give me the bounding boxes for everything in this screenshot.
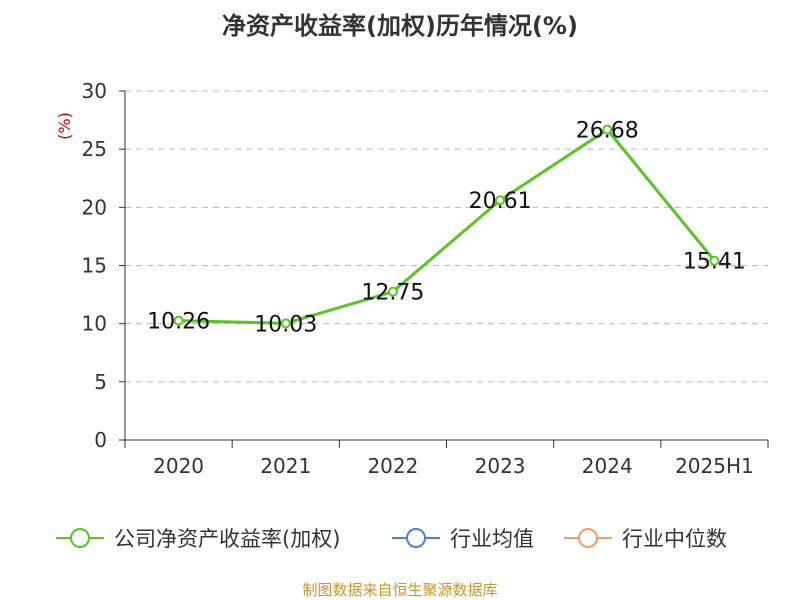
y-tick-label: 0: [94, 428, 107, 452]
x-tick-label: 2025H1: [675, 454, 754, 478]
x-tick-label: 2021: [260, 454, 311, 478]
y-tick-label: 20: [82, 195, 107, 219]
data-label: 26.68: [576, 119, 639, 144]
y-tick-label: 25: [82, 137, 107, 161]
data-label: 12.75: [361, 281, 424, 306]
y-tick-label: 10: [82, 312, 107, 336]
legend-circle: [70, 528, 90, 548]
line-circle-icon: [564, 528, 612, 548]
y-tick-label: 15: [82, 254, 107, 278]
data-point: [495, 195, 506, 206]
legend-label-industry-median: 行业中位数: [622, 527, 727, 551]
legend-item-industry-median[interactable]: 行业中位数: [564, 520, 727, 556]
y-tick-label: 30: [82, 79, 107, 103]
data-label: 20.61: [469, 189, 532, 214]
x-tick-label: 2020: [153, 454, 204, 478]
data-point: [280, 318, 291, 329]
x-tick-label: 2022: [367, 454, 418, 478]
source-note: 制图数据来自恒生聚源数据库: [302, 581, 498, 599]
series-line: [178, 128, 716, 325]
data-point: [709, 255, 720, 266]
y-axis-unit-label: (%): [55, 112, 74, 140]
chart-title: 净资产收益率(加权)历年情况(%): [222, 12, 578, 40]
x-tick-label: 2023: [475, 454, 526, 478]
data-point: [387, 286, 398, 297]
legend-circle: [578, 528, 598, 548]
line-circle-icon: [392, 528, 440, 548]
line-circle-icon: [56, 528, 104, 548]
legend-item-company[interactable]: 公司净资产收益率(加权): [56, 520, 340, 556]
legend-item-industry-avg[interactable]: 行业均值: [392, 520, 534, 556]
data-point: [173, 315, 184, 326]
legend: 公司净资产收益率(加权) 行业均值 行业中位数: [0, 520, 800, 556]
data-label: 10.03: [254, 312, 317, 337]
legend-circle: [406, 528, 426, 548]
legend-label-industry-avg: 行业均值: [450, 527, 534, 551]
data-label: 15.41: [683, 250, 746, 275]
y-tick-label: 5: [94, 370, 107, 394]
data-label: 10.26: [147, 310, 210, 335]
data-point: [602, 124, 613, 135]
x-tick-label: 2024: [582, 454, 633, 478]
legend-label-company: 公司净资产收益率(加权): [114, 527, 341, 551]
